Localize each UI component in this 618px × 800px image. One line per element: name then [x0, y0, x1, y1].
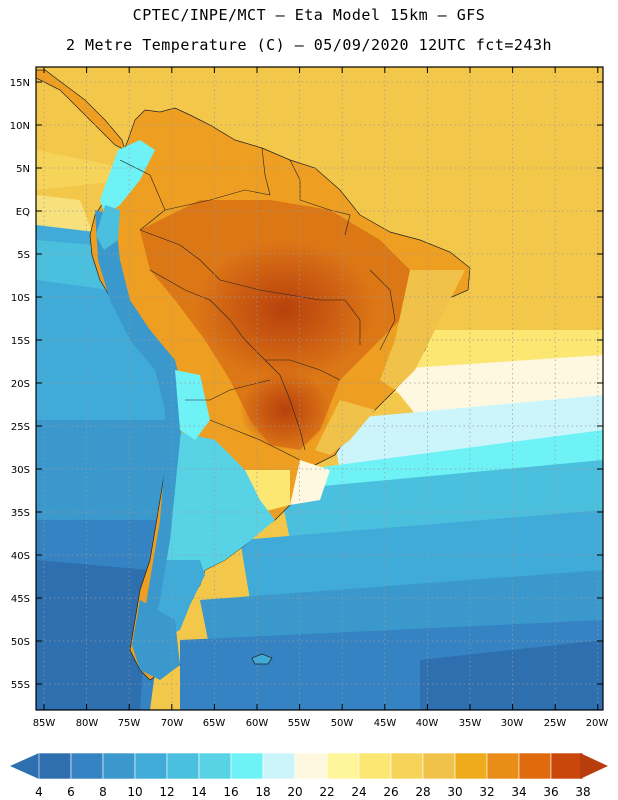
- lat-label: 30S: [11, 465, 30, 476]
- colorbar-arrow-low: [10, 753, 39, 779]
- andes-cold-strip: [95, 210, 185, 640]
- map-title-line-2: 2 Metre Temperature (C) – 05/09/2020 12U…: [65, 36, 553, 54]
- colorbar-label: 16: [223, 785, 238, 799]
- colorbar-cell: [422, 752, 456, 780]
- lon-label: 20W: [586, 718, 609, 729]
- ocean-band-pacific-south: [36, 420, 175, 520]
- map-title-line-1: CPTEC/INPE/MCT – Eta Model 15km – GFS: [132, 6, 486, 24]
- lat-label: 45S: [11, 594, 30, 605]
- colorbar-cell: [390, 752, 424, 780]
- colorbar-label: 26: [383, 785, 398, 799]
- colorbar-label: 30: [447, 785, 462, 799]
- colorbar-label: 20: [287, 785, 302, 799]
- lat-label: 40S: [11, 551, 30, 562]
- bolivian-altiplano: [175, 370, 210, 440]
- map-frame: [35, 66, 604, 711]
- colorbar-label: 38: [575, 785, 590, 799]
- lat-label: 15S: [11, 336, 30, 347]
- latitude-axis: 15N 10N 5N EQ 5S 10S 15S 20S 25S 30S 35S…: [10, 78, 30, 691]
- colorbar-cell: [486, 752, 520, 780]
- lon-label: 80W: [76, 718, 99, 729]
- lat-label: 5N: [16, 164, 30, 175]
- lon-label: 60W: [246, 718, 269, 729]
- colorbar-cell: [518, 752, 552, 780]
- colorbar-cell: [134, 752, 168, 780]
- ocean-band-caribbean: [36, 150, 130, 190]
- colorbar-cell: [230, 752, 264, 780]
- lat-label: 10N: [10, 121, 30, 132]
- colorbar-cell: [454, 752, 488, 780]
- ocean-band-pacific-deep: [36, 560, 150, 710]
- graticule: [36, 67, 603, 710]
- lat-label: 20S: [11, 379, 30, 390]
- ecuador-andes: [96, 205, 120, 250]
- map-field: [36, 67, 603, 710]
- colorbar-label: 28: [415, 785, 430, 799]
- colorbar-label: 6: [67, 785, 75, 799]
- lon-label: 30W: [501, 718, 524, 729]
- colorbar-cell: [38, 752, 72, 780]
- colorbar-cell: [166, 752, 200, 780]
- coastal-strip-southeast: [315, 400, 375, 455]
- lon-label: 45W: [374, 718, 397, 729]
- colorbar-label: 10: [127, 785, 142, 799]
- colorbar-label: 32: [479, 785, 494, 799]
- colorbar-cell: [550, 752, 584, 780]
- lon-label: 65W: [203, 718, 226, 729]
- colorbar-cell: [70, 752, 104, 780]
- lat-label: 25S: [11, 422, 30, 433]
- lat-label: EQ: [16, 207, 30, 218]
- central-america: [36, 69, 126, 151]
- colorbar-label: 34: [511, 785, 526, 799]
- ocean-band-southeast: [420, 640, 603, 710]
- colorbar-cell: [326, 752, 360, 780]
- colorbar-label: 22: [319, 785, 334, 799]
- lat-label: 55S: [11, 680, 30, 691]
- lon-label: 25W: [544, 718, 567, 729]
- colorbar-cell: [294, 752, 328, 780]
- lon-label: 70W: [161, 718, 184, 729]
- colorbar-label: 24: [351, 785, 366, 799]
- colorbar-label: 18: [255, 785, 270, 799]
- axis-ticks: [36, 67, 603, 710]
- colorbar-label: 4: [35, 785, 43, 799]
- colorbar-cell: [102, 752, 136, 780]
- hot-core-paraguay: [240, 370, 330, 450]
- lon-label: 40W: [416, 718, 439, 729]
- hot-core-mato-grosso: [195, 240, 375, 380]
- lon-label: 85W: [33, 718, 56, 729]
- colorbar-cell: [358, 752, 392, 780]
- lat-label: 10S: [11, 293, 30, 304]
- lon-label: 55W: [288, 718, 311, 729]
- lat-label: 50S: [11, 637, 30, 648]
- colorbar-label: 8: [99, 785, 107, 799]
- lon-label: 35W: [459, 718, 482, 729]
- colorbar-label: 12: [159, 785, 174, 799]
- colorbar-label: 36: [543, 785, 558, 799]
- colorbar-cell: [262, 752, 296, 780]
- colorbar-label: 14: [191, 785, 206, 799]
- longitude-axis: 85W 80W 75W 70W 65W 60W 55W 50W 45W 40W …: [33, 718, 609, 729]
- ocean-band-atlantic-mid: [330, 395, 603, 470]
- colorbar-cells: [38, 752, 584, 780]
- lon-label: 75W: [118, 718, 141, 729]
- lat-label: 5S: [17, 250, 30, 261]
- colorbar-cell: [198, 752, 232, 780]
- lat-label: 15N: [10, 78, 30, 89]
- country-borders: [119, 147, 396, 461]
- uruguay-region: [290, 460, 330, 505]
- colorbar-arrow-high: [580, 753, 608, 779]
- north-andes-cool: [100, 140, 155, 215]
- coastal-strip-northeast: [380, 270, 465, 390]
- colorbar-labels: 4 6 8 10 12 14 16 18 20 22 24 26 28 30 3…: [35, 785, 590, 799]
- lon-label: 50W: [331, 718, 354, 729]
- lat-label: 35S: [11, 508, 30, 519]
